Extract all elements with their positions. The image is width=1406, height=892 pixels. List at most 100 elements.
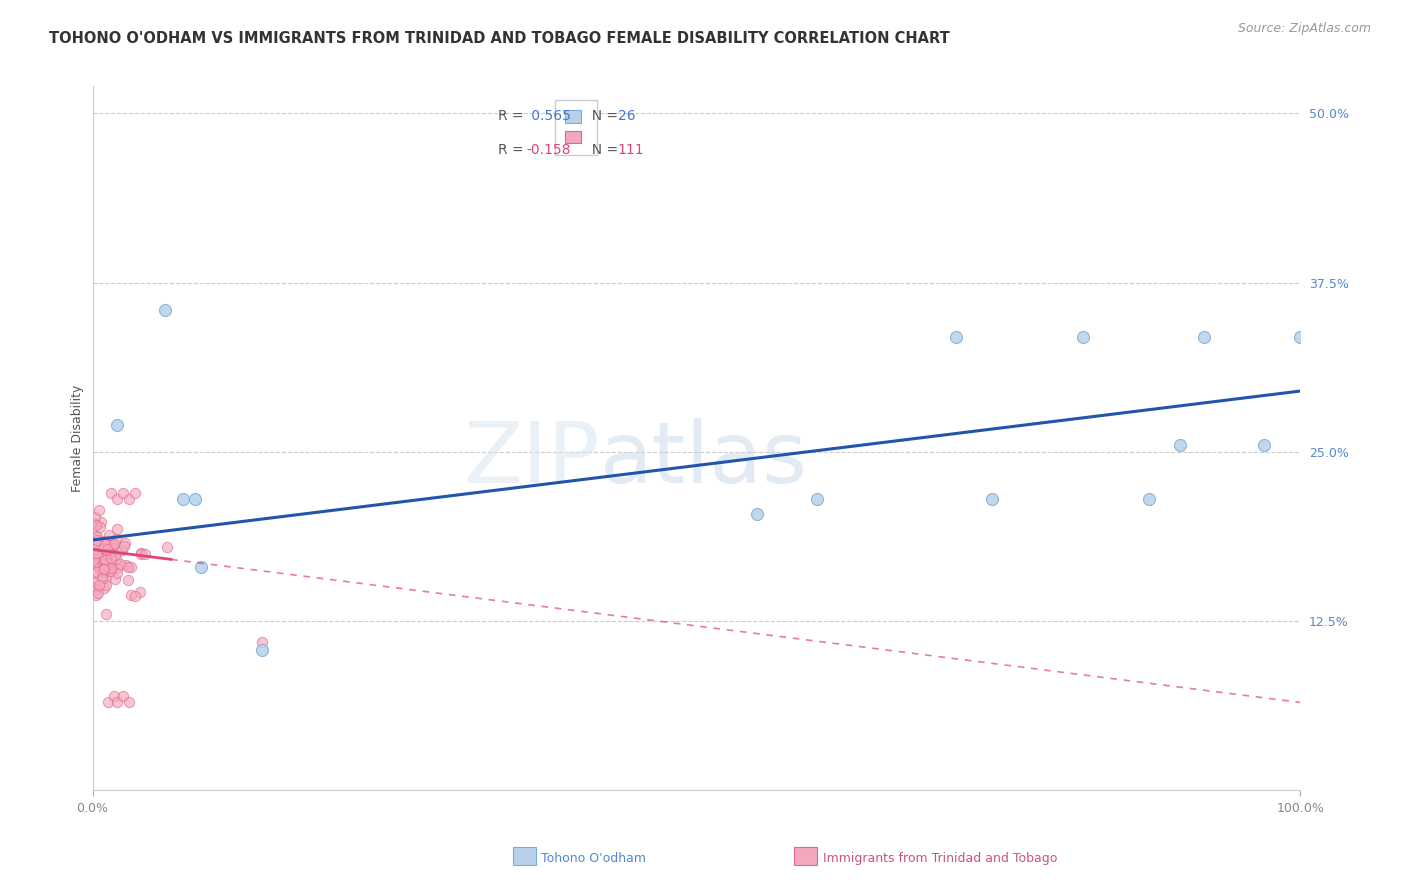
Point	[134, 547, 156, 561]
Point	[100, 537, 122, 551]
Point	[90, 563, 112, 577]
Text: Tohono O'odham: Tohono O'odham	[541, 852, 647, 864]
Point	[90, 516, 112, 530]
Point	[87, 585, 110, 599]
Text: R =: R =	[498, 109, 529, 123]
Point	[105, 417, 128, 432]
Point	[84, 582, 107, 597]
Point	[105, 492, 128, 507]
Text: 26: 26	[617, 109, 636, 123]
Point	[97, 537, 120, 551]
Point	[86, 548, 108, 562]
Point	[100, 551, 122, 566]
Point	[190, 560, 212, 574]
Point	[981, 492, 1004, 507]
Point	[104, 533, 127, 547]
Text: atlas: atlas	[600, 418, 808, 501]
Point	[1192, 330, 1215, 344]
Point	[93, 581, 115, 595]
Point	[100, 561, 122, 575]
Point	[250, 642, 273, 657]
Point	[1168, 438, 1191, 452]
Point	[98, 528, 121, 542]
Point	[806, 492, 828, 507]
Point	[97, 548, 120, 562]
Point	[156, 540, 179, 554]
Point	[87, 556, 110, 570]
Point	[1289, 330, 1312, 344]
Point	[112, 539, 135, 553]
Point	[118, 492, 141, 507]
Text: TOHONO O'ODHAM VS IMMIGRANTS FROM TRINIDAD AND TOBAGO FEMALE DISABILITY CORRELAT: TOHONO O'ODHAM VS IMMIGRANTS FROM TRINID…	[49, 31, 950, 46]
Point	[84, 541, 107, 556]
Text: Immigrants from Trinidad and Tobago: Immigrants from Trinidad and Tobago	[823, 852, 1057, 864]
Point	[86, 566, 108, 580]
Point	[96, 541, 118, 556]
Point	[745, 507, 768, 521]
Point	[91, 565, 114, 579]
Point	[84, 555, 107, 569]
Point	[82, 543, 104, 558]
Text: Source: ZipAtlas.com: Source: ZipAtlas.com	[1237, 22, 1371, 36]
Point	[1139, 492, 1161, 507]
Point	[124, 485, 146, 500]
Point	[93, 534, 115, 549]
Point	[93, 561, 115, 575]
Text: 0.565: 0.565	[526, 109, 571, 123]
Point	[103, 689, 125, 703]
Legend: , : ,	[555, 100, 596, 154]
Point	[118, 695, 141, 709]
Point	[89, 520, 111, 534]
Point	[104, 548, 127, 562]
Point	[89, 503, 111, 517]
Point	[90, 554, 112, 568]
Point	[84, 518, 107, 533]
Point	[84, 536, 107, 550]
Point	[128, 585, 150, 599]
Point	[111, 485, 134, 500]
Point	[124, 589, 146, 603]
Point	[1071, 330, 1094, 344]
Point	[100, 561, 122, 575]
Point	[100, 553, 122, 567]
Point	[184, 492, 207, 507]
Point	[90, 563, 112, 577]
Point	[101, 538, 124, 552]
Point	[945, 330, 967, 344]
Point	[82, 516, 104, 530]
Point	[93, 562, 115, 576]
Point	[104, 572, 127, 586]
Point	[94, 607, 117, 622]
Point	[91, 557, 114, 571]
Point	[100, 557, 122, 571]
Point	[82, 580, 104, 594]
Point	[82, 516, 104, 530]
Point	[83, 552, 105, 566]
Point	[94, 537, 117, 551]
Y-axis label: Female Disability: Female Disability	[72, 384, 84, 492]
Text: -0.158: -0.158	[526, 143, 571, 157]
Point	[105, 566, 128, 581]
Point	[96, 578, 118, 592]
Point	[91, 561, 114, 575]
Point	[91, 571, 114, 585]
Point	[105, 561, 128, 575]
Point	[84, 510, 107, 524]
Point	[108, 557, 131, 571]
Point	[120, 588, 142, 602]
Point	[111, 543, 134, 558]
Point	[87, 549, 110, 563]
Point	[129, 546, 152, 560]
Point	[91, 569, 114, 583]
Point	[114, 536, 136, 550]
Text: N =: N =	[582, 109, 623, 123]
Point	[100, 564, 122, 578]
Text: 111: 111	[617, 143, 644, 157]
Point	[87, 561, 110, 575]
Point	[94, 571, 117, 585]
Point	[153, 302, 176, 317]
Point	[100, 485, 122, 500]
Text: ZIP: ZIP	[464, 418, 600, 501]
Point	[115, 558, 138, 573]
Point	[89, 578, 111, 592]
